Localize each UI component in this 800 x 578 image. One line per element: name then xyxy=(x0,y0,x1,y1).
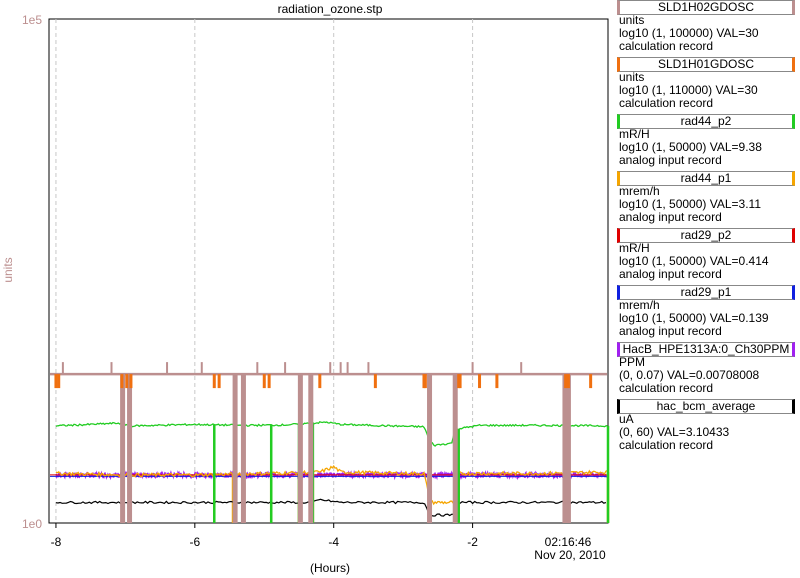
series-line-rad44-p1 xyxy=(55,465,608,506)
legend-range-value: log10 (1, 110000) VAL=30 xyxy=(619,83,758,97)
series-spike-sld2 xyxy=(297,374,303,523)
legend-range-value: (0, 0.07) VAL=0.00708008 xyxy=(619,368,760,382)
legend-record-type: calculation record xyxy=(619,96,714,110)
y-axis-top-label: 1e5 xyxy=(22,13,42,27)
series-tick-sld1 xyxy=(373,374,377,389)
series-spike-sld2 xyxy=(452,374,458,523)
series-spike-sld2 xyxy=(562,374,568,523)
series-tick-sld1 xyxy=(129,374,133,389)
legend-entry[interactable]: SLD1H02GDOSC units log10 (1, 100000) VAL=3… xyxy=(617,0,800,57)
x-tick-label: -4 xyxy=(328,535,339,549)
legend-range-value: (0, 60) VAL=3.10433 xyxy=(619,425,730,439)
series-tick-sld1 xyxy=(566,374,570,389)
x-tick-label: -8 xyxy=(51,535,62,549)
legend-series-name[interactable]: SLD1H02GDOSC xyxy=(617,0,795,15)
legend-record-type: analog input record xyxy=(619,210,722,224)
legend-range-value: log10 (1, 50000) VAL=3.11 xyxy=(619,197,761,211)
chart-title: radiation_ozone.stp xyxy=(278,2,383,16)
legend-units: mrem/h xyxy=(619,184,660,198)
end-date-label: Nov 20, 2010 xyxy=(534,548,606,562)
legend-series-name[interactable]: rad44_p1 xyxy=(617,171,795,186)
legend-units: mR/H xyxy=(619,127,650,141)
series-tick-sld1 xyxy=(267,374,271,389)
legend-entry[interactable]: hac_bcm_average uA (0, 60) VAL=3.10433 calc… xyxy=(617,399,800,456)
series-spike-sld2 xyxy=(308,374,314,523)
legend-series-name[interactable]: rad44_p2 xyxy=(617,114,795,129)
legend: SLD1H02GDOSC units log10 (1, 100000) VAL=3… xyxy=(617,0,800,456)
legend-record-type: analog input record xyxy=(619,267,722,281)
strip-chart[interactable]: radiation_ozone.stp 1e5 1e0 units -8 -6 -4… xyxy=(0,0,612,578)
legend-series-name[interactable]: SLD1H01GDOSC xyxy=(617,57,795,72)
series-tick-sld1 xyxy=(318,374,322,389)
series-tick-sld1 xyxy=(564,374,568,389)
legend-record-type: calculation record xyxy=(619,381,714,395)
series-tick-sld1 xyxy=(458,374,462,389)
series-tick-sld1 xyxy=(54,374,58,389)
series-tick-sld1 xyxy=(262,374,266,389)
legend-units: uA xyxy=(619,412,634,426)
series-layer xyxy=(50,362,610,523)
legend-record-type: analog input record xyxy=(619,153,722,167)
legend-units: units xyxy=(619,70,645,84)
series-tick-sld1 xyxy=(217,374,221,389)
legend-units: units xyxy=(619,13,645,27)
series-tick-sld1 xyxy=(495,374,499,389)
legend-range-value: log10 (1, 50000) VAL=0.139 xyxy=(619,311,769,325)
x-tick-label: -2 xyxy=(467,535,478,549)
series-spike-sld2 xyxy=(120,374,126,523)
series-tick-sld1 xyxy=(125,374,129,389)
series-line-rad44-p2 xyxy=(55,421,608,447)
series-spike-sld2 xyxy=(427,374,433,523)
plot-area xyxy=(48,18,609,524)
legend-series-name[interactable]: rad29_p2 xyxy=(617,228,795,243)
legend-entry[interactable]: rad29_p1 mrem/h log10 (1, 50000) VAL=0.139… xyxy=(617,285,800,342)
legend-entry[interactable]: rad44_p2 mR/H log10 (1, 50000) VAL=9.38 ana… xyxy=(617,114,800,171)
legend-entry[interactable]: HacB_HPE1313A:0_Ch30PPM PPM (0, 0.07) VAL=… xyxy=(617,342,800,399)
series-tick-sld1 xyxy=(57,374,61,389)
x-tick-label: -6 xyxy=(189,535,200,549)
series-tick-sld1 xyxy=(589,374,593,389)
grid-lines xyxy=(55,19,474,523)
series-spike-sld2 xyxy=(232,374,238,523)
y-axis-bottom-label: 1e0 xyxy=(22,517,42,531)
legend-record-type: calculation record xyxy=(619,438,714,452)
legend-entry[interactable]: rad44_p1 mrem/h log10 (1, 50000) VAL=3.11 a… xyxy=(617,171,800,228)
series-spike-sld2 xyxy=(127,374,133,523)
series-line-bcm xyxy=(55,498,607,517)
legend-series-name[interactable]: rad29_p1 xyxy=(617,285,795,300)
series-tick-sld1 xyxy=(120,374,124,389)
y-axis-title: units xyxy=(1,257,15,282)
legend-range-value: log10 (1, 50000) VAL=0.414 xyxy=(619,254,769,268)
x-axis-ticks: -8 -6 -4 -2 xyxy=(51,523,478,549)
legend-units: PPM xyxy=(619,355,646,369)
end-time-label: 02:16:46 xyxy=(545,535,592,549)
legend-units: mR/H xyxy=(619,241,650,255)
x-axis-title: (Hours) xyxy=(310,561,350,575)
series-tick-sld1 xyxy=(423,374,427,389)
legend-entry[interactable]: SLD1H01GDOSC units log10 (1, 110000) VAL=3… xyxy=(617,57,800,114)
legend-series-name[interactable]: HacB_HPE1313A:0_Ch30PPM xyxy=(617,342,795,357)
legend-range-value: log10 (1, 100000) VAL=30 xyxy=(619,26,759,40)
legend-units: mrem/h xyxy=(619,298,660,312)
legend-entry[interactable]: rad29_p2 mR/H log10 (1, 50000) VAL=0.414 an… xyxy=(617,228,800,285)
series-spike-sld2 xyxy=(565,374,571,523)
series-tick-sld1 xyxy=(212,374,216,389)
series-spike-sld2 xyxy=(240,374,246,523)
legend-series-name[interactable]: hac_bcm_average xyxy=(617,399,795,414)
legend-record-type: analog input record xyxy=(619,324,722,338)
series-tick-sld1 xyxy=(478,374,482,389)
legend-range-value: log10 (1, 50000) VAL=9.38 xyxy=(619,140,762,154)
legend-record-type: calculation record xyxy=(619,39,714,53)
